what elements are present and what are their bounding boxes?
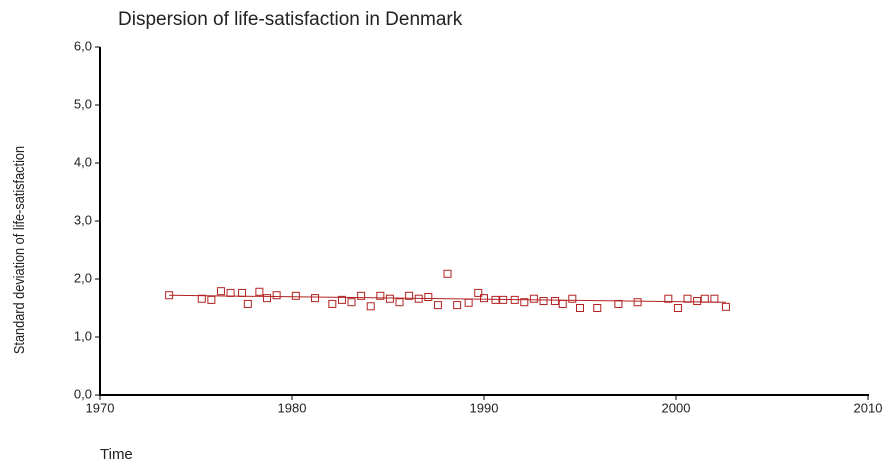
point (664, 294, 673, 303)
point (357, 291, 366, 300)
y-tick-label: 5,0 (74, 96, 92, 111)
point (414, 294, 423, 303)
point (480, 294, 488, 303)
point (568, 294, 577, 303)
point (385, 294, 394, 303)
point (216, 287, 225, 296)
point (207, 295, 216, 304)
point (197, 294, 206, 303)
point (453, 301, 462, 310)
y-tick-label: 4,0 (74, 154, 92, 169)
point (721, 302, 730, 311)
trend-line (169, 294, 726, 303)
point (272, 291, 281, 300)
x-tick-label: 1970 (86, 400, 115, 415)
point (226, 288, 235, 297)
point (499, 295, 508, 304)
point (558, 299, 567, 308)
point (710, 294, 719, 303)
point (311, 294, 320, 303)
point (683, 294, 692, 303)
point (165, 291, 174, 300)
point (424, 292, 433, 301)
point (328, 299, 337, 308)
y-tick-label: 3,0 (74, 212, 92, 227)
point (593, 304, 602, 312)
point (633, 298, 642, 307)
point (551, 297, 560, 306)
point (491, 295, 500, 304)
point (433, 301, 442, 310)
point (539, 297, 548, 306)
point (443, 269, 452, 278)
point (347, 298, 356, 307)
x-tick-label: 1980 (278, 400, 307, 415)
y-tick-label: 2,0 (74, 270, 92, 285)
y-tick-label: 1,0 (74, 328, 92, 343)
point (263, 294, 272, 303)
point (238, 288, 247, 297)
point (337, 295, 346, 304)
x-tick-label: 2010 (854, 400, 883, 415)
point (474, 288, 483, 297)
point (693, 297, 702, 306)
point (376, 291, 385, 300)
x-tick-label: 2000 (662, 400, 691, 415)
point (529, 294, 538, 303)
point (576, 304, 584, 312)
point (366, 302, 375, 311)
x-axis-label: Time (100, 446, 133, 463)
point (510, 295, 519, 304)
point (673, 304, 682, 312)
point (395, 298, 404, 307)
point (243, 299, 252, 308)
x-tick-label: 1990 (470, 400, 499, 415)
point (405, 291, 414, 300)
point (291, 291, 300, 300)
point (520, 298, 529, 307)
y-axis-label: Standard deviation of life-satisfaction (10, 146, 27, 354)
point (464, 298, 473, 307)
point (700, 294, 709, 303)
y-tick-label: 6,0 (74, 38, 92, 53)
chart-title: Dispersion of life-satisfaction in Denma… (118, 9, 463, 30)
point (255, 287, 264, 296)
y-tick-label: 0,0 (74, 386, 92, 401)
point (614, 299, 623, 308)
